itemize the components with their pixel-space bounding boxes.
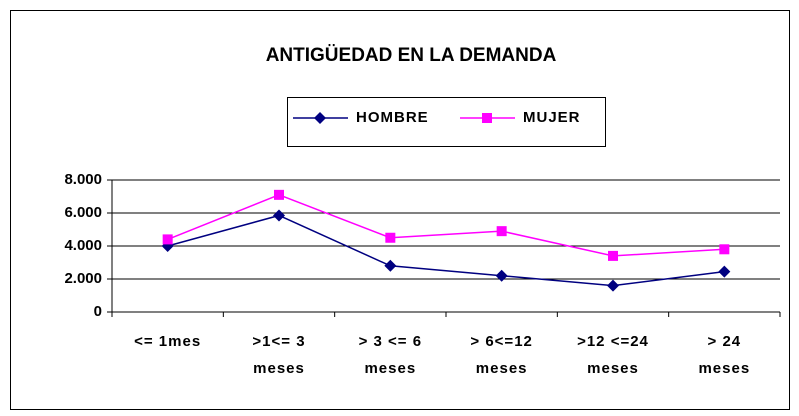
legend-label: HOMBRE xyxy=(356,109,429,126)
marker xyxy=(385,232,396,243)
x-tick-label: >1<= 3 meses xyxy=(252,333,306,377)
x-tick-label: >12 <=24 meses xyxy=(577,333,649,377)
y-tick-label: 6.000 xyxy=(64,204,102,221)
marker xyxy=(273,209,285,222)
x-tick-label: <= 1mes xyxy=(134,333,202,350)
x-tick-label: > 6<=12 meses xyxy=(470,333,533,377)
legend-label: MUJER xyxy=(523,109,581,126)
series-line xyxy=(167,214,725,287)
series-line xyxy=(167,194,725,257)
y-tick-label: 2.000 xyxy=(64,270,102,287)
y-tick-label: 0 xyxy=(94,303,102,320)
y-tick-label: 8.000 xyxy=(64,171,102,188)
marker xyxy=(162,234,173,245)
chart-border xyxy=(10,10,790,410)
legend-box xyxy=(287,97,606,147)
chart-title: ANTIGÜEDAD EN LA DEMANDA xyxy=(266,45,557,66)
marker xyxy=(608,250,618,261)
marker xyxy=(496,226,507,237)
marker xyxy=(719,244,730,255)
marker xyxy=(384,259,397,272)
marker xyxy=(274,189,284,200)
marker xyxy=(607,279,619,292)
y-tick-label: 4.000 xyxy=(64,237,102,254)
legend-marker xyxy=(482,113,492,123)
marker xyxy=(718,265,731,278)
marker xyxy=(495,269,508,282)
legend-marker xyxy=(314,112,326,124)
x-tick-label: > 24 meses xyxy=(698,333,751,377)
x-tick-label: > 3 <= 6 meses xyxy=(358,333,423,377)
